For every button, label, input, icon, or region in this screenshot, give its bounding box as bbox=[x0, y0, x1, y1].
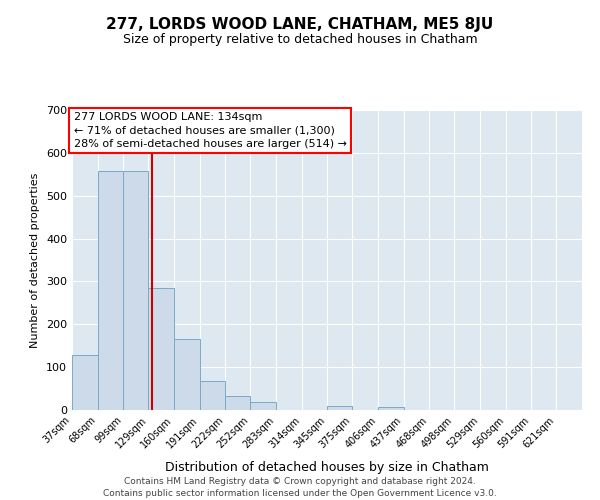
Text: 277, LORDS WOOD LANE, CHATHAM, ME5 8JU: 277, LORDS WOOD LANE, CHATHAM, ME5 8JU bbox=[106, 18, 494, 32]
Bar bbox=[72, 355, 98, 410]
Y-axis label: Number of detached properties: Number of detached properties bbox=[31, 172, 40, 348]
Bar bbox=[98, 172, 124, 410]
Bar bbox=[174, 340, 200, 410]
Text: Contains public sector information licensed under the Open Government Licence v3: Contains public sector information licen… bbox=[103, 489, 497, 498]
Bar bbox=[250, 402, 276, 410]
Text: Size of property relative to detached houses in Chatham: Size of property relative to detached ho… bbox=[122, 32, 478, 46]
Bar bbox=[226, 396, 250, 410]
X-axis label: Distribution of detached houses by size in Chatham: Distribution of detached houses by size … bbox=[165, 461, 489, 474]
Text: 277 LORDS WOOD LANE: 134sqm
← 71% of detached houses are smaller (1,300)
28% of : 277 LORDS WOOD LANE: 134sqm ← 71% of det… bbox=[74, 112, 347, 148]
Text: Contains HM Land Registry data © Crown copyright and database right 2024.: Contains HM Land Registry data © Crown c… bbox=[124, 478, 476, 486]
Bar bbox=[328, 406, 352, 410]
Bar bbox=[378, 406, 404, 410]
Bar bbox=[200, 381, 226, 410]
Bar bbox=[148, 288, 174, 410]
Bar bbox=[124, 172, 148, 410]
